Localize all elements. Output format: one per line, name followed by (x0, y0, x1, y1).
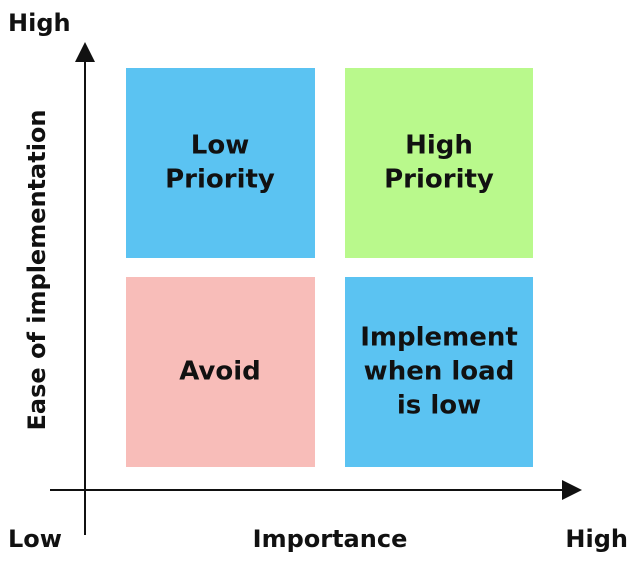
quadrant-label: Avoid (179, 357, 261, 387)
quadrant (345, 277, 533, 467)
quadrant-label: Priority (165, 165, 275, 195)
quadrant-label: when load (364, 357, 515, 387)
y-high-label: High (8, 9, 71, 37)
x-low-label: Low (8, 525, 62, 553)
quadrant (126, 68, 315, 258)
quadrant (345, 68, 533, 258)
quadrant-label: High (405, 131, 473, 161)
quadrant-label: Low (191, 131, 249, 161)
quadrant (126, 277, 315, 467)
x-axis-label: Importance (253, 525, 408, 553)
y-axis-label: Ease of implementation (23, 109, 51, 430)
quadrant-label: Implement (360, 323, 518, 353)
quadrant-label: is low (397, 391, 481, 421)
quadrant-label: Priority (384, 165, 494, 195)
x-high-label: High (565, 525, 628, 553)
